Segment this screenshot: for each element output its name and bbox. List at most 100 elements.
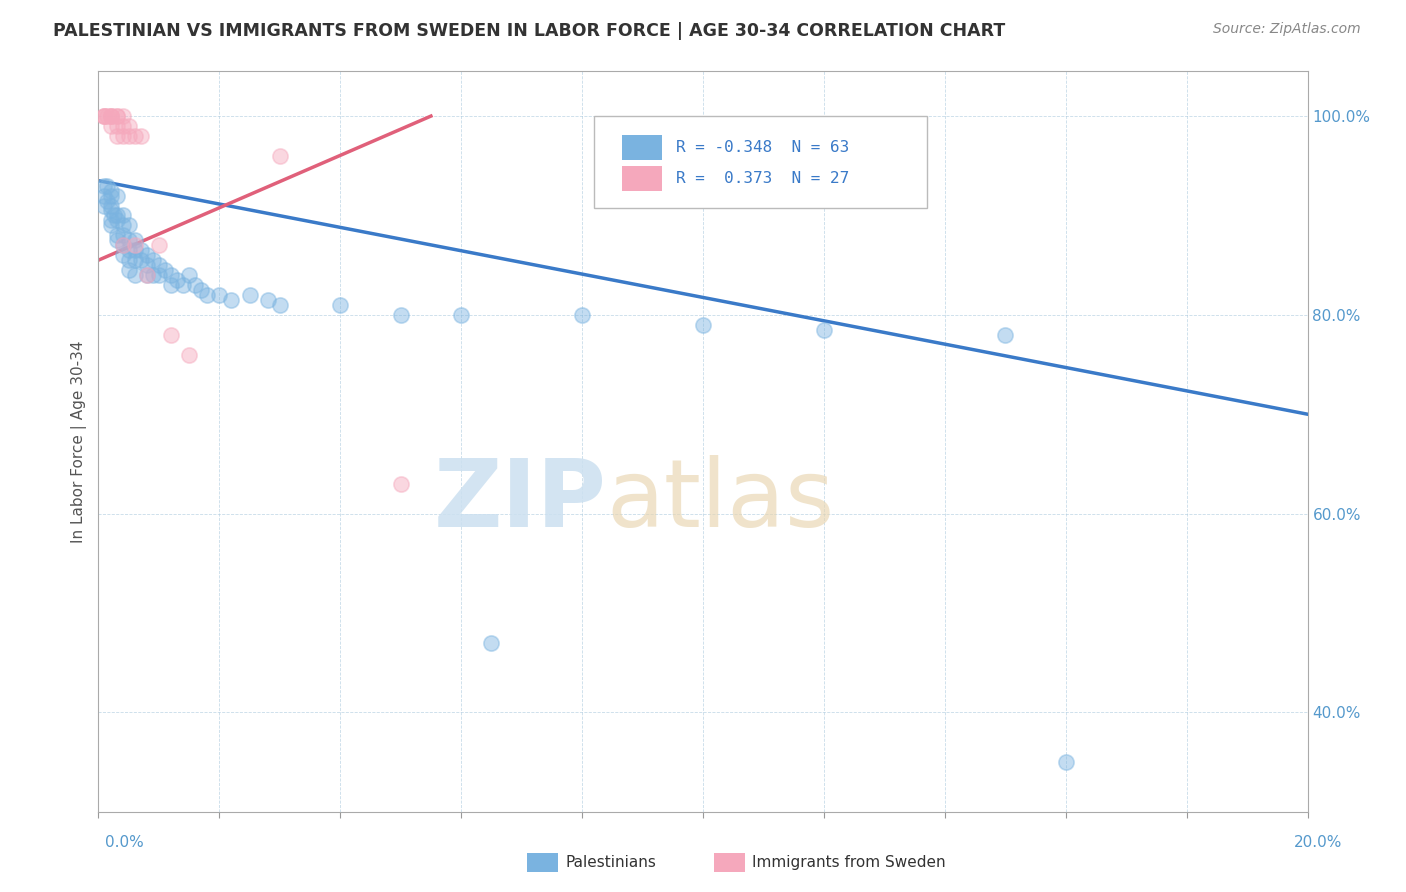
Point: [100, 203, 122, 218]
Text: R = -0.348  N = 63: R = -0.348 N = 63: [676, 140, 849, 155]
Y-axis label: In Labor Force | Age 30-34: In Labor Force | Age 30-34: [72, 340, 87, 543]
Point: [195, 288, 218, 302]
Point: [111, 209, 134, 223]
Point: [124, 244, 146, 258]
Point: [118, 128, 141, 143]
Point: [93, 178, 115, 193]
Point: [93, 198, 115, 212]
Point: [96, 109, 118, 123]
Point: [124, 238, 146, 252]
Point: [450, 308, 472, 322]
Point: [111, 219, 134, 233]
Text: 20.0%: 20.0%: [1295, 836, 1343, 850]
Point: [105, 213, 128, 227]
Point: [142, 253, 165, 268]
Text: Source: ZipAtlas.com: Source: ZipAtlas.com: [1213, 22, 1361, 37]
Point: [100, 109, 122, 123]
Point: [160, 327, 183, 342]
Point: [389, 476, 412, 491]
Point: [124, 268, 146, 282]
FancyBboxPatch shape: [595, 116, 927, 209]
Point: [124, 253, 146, 268]
Point: [111, 238, 134, 252]
Point: [129, 128, 152, 143]
Point: [105, 233, 128, 247]
Point: [239, 288, 262, 302]
Point: [100, 184, 122, 198]
Point: [93, 109, 115, 123]
Point: [190, 283, 212, 297]
Text: R =  0.373  N = 27: R = 0.373 N = 27: [676, 171, 849, 186]
Point: [118, 119, 141, 133]
Point: [100, 188, 122, 202]
Point: [135, 268, 157, 282]
Text: PALESTINIAN VS IMMIGRANTS FROM SWEDEN IN LABOR FORCE | AGE 30-34 CORRELATION CHA: PALESTINIAN VS IMMIGRANTS FROM SWEDEN IN…: [53, 22, 1005, 40]
Point: [269, 298, 291, 312]
Point: [100, 109, 122, 123]
Point: [111, 109, 134, 123]
Point: [105, 109, 128, 123]
Text: atlas: atlas: [606, 455, 835, 547]
Point: [118, 233, 141, 247]
Point: [571, 308, 593, 322]
Point: [93, 109, 115, 123]
Point: [166, 273, 188, 287]
Point: [994, 327, 1017, 342]
Text: 0.0%: 0.0%: [105, 836, 145, 850]
Point: [124, 128, 146, 143]
Point: [172, 278, 194, 293]
Point: [96, 178, 118, 193]
FancyBboxPatch shape: [621, 136, 662, 160]
Point: [103, 209, 125, 223]
Point: [118, 253, 141, 268]
Point: [100, 109, 122, 123]
Point: [184, 278, 207, 293]
Point: [160, 268, 183, 282]
Text: Immigrants from Sweden: Immigrants from Sweden: [752, 855, 946, 870]
Point: [135, 268, 157, 282]
Point: [142, 268, 165, 282]
Point: [111, 248, 134, 262]
Point: [160, 278, 183, 293]
Point: [179, 348, 201, 362]
Point: [135, 258, 157, 272]
Point: [111, 128, 134, 143]
Point: [124, 233, 146, 247]
Point: [111, 228, 134, 243]
Point: [93, 109, 115, 123]
Point: [105, 228, 128, 243]
Point: [111, 238, 134, 252]
Point: [118, 263, 141, 277]
Point: [329, 298, 352, 312]
Point: [153, 263, 176, 277]
Point: [105, 119, 128, 133]
Point: [96, 194, 118, 208]
Text: Palestinians: Palestinians: [565, 855, 657, 870]
Point: [129, 253, 152, 268]
Point: [148, 268, 170, 282]
Point: [100, 213, 122, 227]
Point: [813, 323, 835, 337]
Text: ZIP: ZIP: [433, 455, 606, 547]
Point: [118, 219, 141, 233]
Point: [256, 293, 278, 307]
Point: [135, 248, 157, 262]
Point: [100, 198, 122, 212]
Point: [208, 288, 231, 302]
Point: [100, 219, 122, 233]
Point: [105, 128, 128, 143]
Point: [100, 119, 122, 133]
FancyBboxPatch shape: [621, 167, 662, 191]
Point: [118, 244, 141, 258]
Point: [389, 308, 412, 322]
Point: [481, 636, 503, 650]
Point: [105, 188, 128, 202]
Point: [1054, 755, 1077, 769]
Point: [148, 238, 170, 252]
Point: [105, 209, 128, 223]
Point: [692, 318, 714, 332]
Point: [129, 244, 152, 258]
Point: [93, 188, 115, 202]
Point: [111, 119, 134, 133]
Point: [221, 293, 243, 307]
